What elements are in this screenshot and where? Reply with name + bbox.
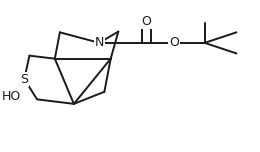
- Text: S: S: [20, 73, 28, 86]
- Text: N: N: [95, 36, 104, 49]
- Text: O: O: [141, 15, 151, 28]
- Text: HO: HO: [2, 90, 21, 103]
- Text: O: O: [169, 36, 179, 49]
